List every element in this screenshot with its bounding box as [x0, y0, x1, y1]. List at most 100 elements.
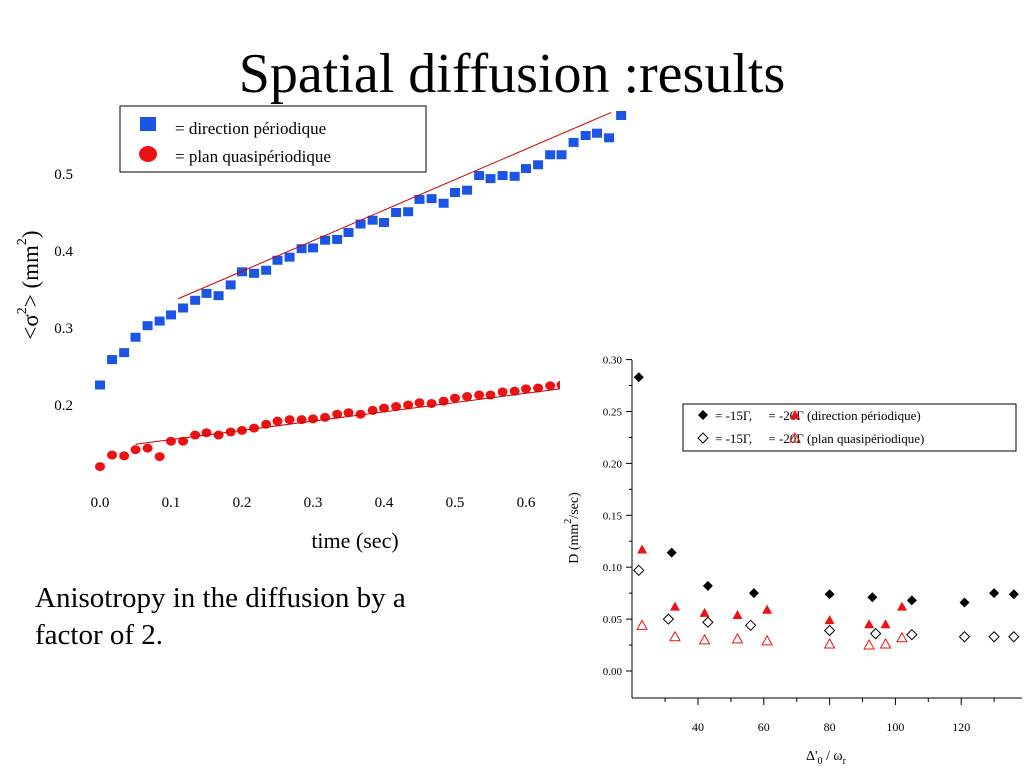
quasiperiodic-data-point [497, 387, 508, 397]
y-tick-label: 0.30 [603, 355, 623, 367]
y-axis-label: <σ2> (mm2) [15, 230, 43, 339]
y-tick-label: 0.4 [54, 244, 73, 260]
triangle-data-point [732, 609, 743, 619]
periodic-data-point [616, 110, 627, 120]
axes: 0.00 0.05 0.10 0.15 0.20 0.25 0.30 40 60 80 100 120 [603, 355, 1022, 734]
periodic-data-point [533, 160, 544, 170]
quasiperiodic-data-point [249, 423, 260, 433]
triangle-data-point [636, 619, 648, 630]
x-tick-label: 60 [758, 720, 770, 734]
x-tick-label: 0.5 [446, 495, 465, 511]
open-diamond-icon [697, 432, 709, 444]
x-tick-label: 0.2 [233, 495, 252, 511]
fit-line [177, 111, 612, 300]
quasiperiodic-data-point [154, 452, 165, 462]
x-tick-label: 80 [824, 720, 836, 734]
triangle-data-point [896, 601, 907, 611]
diamond-data-point [702, 580, 713, 591]
periodic-data-point [178, 303, 189, 313]
legend-label-quasiperiodic: = plan quasipériodique [175, 147, 331, 166]
quasiperiodic-data-point [450, 393, 460, 403]
diamond-data-point [867, 592, 878, 603]
triangle-data-point [864, 619, 875, 629]
open-triangle-icon [789, 431, 801, 443]
quasiperiodic-data-point [95, 462, 105, 472]
y-tick-label: 0.3 [54, 321, 73, 337]
triangle-data-point [879, 637, 892, 649]
diamond-data-point [906, 628, 918, 641]
periodic-data-point [213, 291, 224, 301]
diamond-data-point [988, 631, 1000, 643]
quasiperiodic-data-point [355, 409, 366, 419]
triangle-data-point [824, 615, 835, 625]
triangle-data-point [669, 630, 681, 642]
periodic-data-point [343, 228, 354, 238]
periodic-data-point [308, 243, 318, 253]
quasiperiodic-data-point [533, 383, 544, 393]
quasiperiodic-data-point [391, 402, 402, 412]
periodic-data-point [403, 207, 414, 217]
triangle-data-point [761, 634, 773, 646]
triangle-data-point [863, 639, 875, 650]
y-tick-label: 0.05 [603, 614, 623, 626]
periodic-data-point [201, 288, 212, 298]
diamond-data-point [1008, 589, 1019, 600]
legend-box [682, 403, 1017, 452]
diamond-data-point [702, 616, 714, 628]
diamond-data-point [748, 588, 759, 599]
periodic-data-point [225, 280, 236, 290]
periodic-data-point [545, 150, 556, 160]
quasiperiodic-data-point [414, 398, 425, 408]
periodic-data-point [166, 310, 176, 320]
periodic-data-point [556, 150, 567, 160]
diamond-data-point [662, 613, 675, 625]
x-tick-label: 0.1 [162, 495, 181, 511]
periodic-data-point [261, 265, 272, 275]
triangle-data-point [637, 544, 648, 554]
periodic-data-point [462, 185, 473, 195]
x-tick-label: 0.6 [517, 495, 536, 511]
diamond-data-point [906, 595, 917, 606]
legend-square-icon [140, 117, 156, 131]
quasiperiodic-data-point [130, 445, 141, 455]
x-tick-label: 40 [692, 720, 704, 734]
svg-text:<σ2> (mm2): <σ2> (mm2) [15, 230, 43, 339]
axis-ticks: 0.00.10.20.30.40.50.60.70.20.30.40.5 [54, 167, 607, 511]
quasiperiodic-data-point [462, 392, 473, 402]
diamond-data-point [633, 372, 644, 383]
y-tick-label: 0.10 [603, 562, 623, 574]
fit-lines [135, 111, 626, 445]
periodic-data-point [190, 295, 201, 305]
periodic-data-point [95, 380, 105, 390]
periodic-data-point [107, 355, 118, 365]
periodic-data-point [379, 218, 389, 228]
quasiperiodic-data-point [509, 386, 520, 396]
quasiperiodic-data-point [107, 450, 118, 460]
x-axis-label: Δ'0 / ωr [806, 749, 847, 767]
x-axis-label: time (sec) [311, 528, 398, 553]
periodic-data-point [154, 316, 165, 326]
legend: = direction périodique = plan quasipério… [119, 105, 427, 173]
y-axis-label: D (mm2/sec) [563, 492, 582, 564]
quasiperiodic-data-point [272, 416, 283, 426]
diamond-data-point [823, 624, 836, 637]
periodic-data-point [142, 321, 153, 331]
periodic-data-point [485, 174, 496, 184]
triangle-data-point [896, 631, 908, 643]
periodic-data-point [355, 219, 366, 229]
periodic-data-point [332, 234, 343, 244]
triangle-data-point [669, 601, 680, 611]
periodic-data-point [119, 348, 130, 358]
legend: = -15Γ, = -20Γ (direction périodique) = … [682, 403, 1017, 452]
triangle-data-point [699, 607, 710, 617]
periodic-data-point [568, 137, 579, 147]
legend-row-periodic: = -15Γ, = -20Γ (direction périodique) [715, 408, 921, 423]
periodic-data-point [474, 171, 485, 181]
quasiperiodic-data-point [343, 408, 354, 418]
legend-box [119, 105, 427, 173]
y-tick-label: 0.2 [54, 398, 73, 414]
quasiperiodic-data-point [403, 400, 414, 410]
periodic-data-point [414, 194, 425, 204]
